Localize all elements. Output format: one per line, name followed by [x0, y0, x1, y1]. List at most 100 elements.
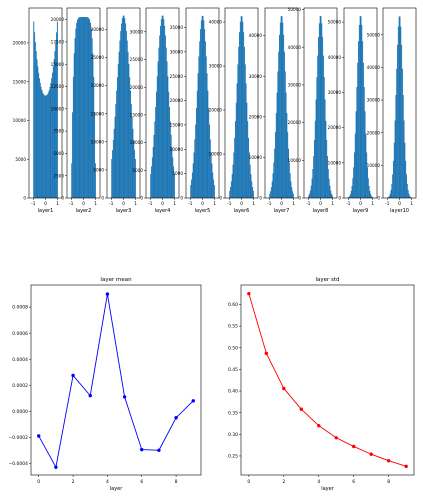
y-tick-label: 10000 — [91, 139, 105, 144]
data-point — [299, 407, 303, 411]
x-tick-label: -1 — [69, 201, 74, 207]
histogram-bar — [370, 194, 372, 198]
histogram-bar — [280, 16, 282, 198]
histogram-bar — [320, 16, 322, 199]
histogram-bar — [121, 18, 123, 198]
histogram-bar — [78, 17, 80, 198]
data-point — [334, 436, 338, 440]
histogram-bar — [81, 17, 83, 199]
x-tick-label: -1 — [148, 201, 153, 207]
y-tick-label: 0 — [23, 196, 26, 201]
histogram-bar — [38, 72, 40, 198]
histogram-bar — [269, 193, 271, 198]
histogram-bar — [325, 120, 327, 198]
histogram-bar — [392, 160, 394, 198]
histogram-bar — [83, 17, 85, 199]
data-point — [71, 373, 75, 378]
y-tick-label: 0 — [298, 196, 301, 201]
histogram-bar — [155, 106, 157, 198]
histogram-bar — [43, 95, 45, 198]
histogram-bar — [237, 64, 239, 198]
histogram-bar — [398, 16, 400, 198]
histogram-bar — [52, 72, 53, 198]
histogram-bar — [72, 112, 74, 198]
y-tick-label: 2500 — [53, 173, 64, 178]
histogram-bar — [409, 195, 411, 198]
y-tick-label: 50000 — [367, 32, 381, 37]
histogram-bar — [202, 15, 204, 198]
histogram-bar — [275, 113, 277, 198]
histogram-bar — [281, 16, 283, 198]
histogram-bar — [160, 19, 162, 198]
histogram-bar — [43, 94, 45, 198]
x-tick-label: 0 — [398, 201, 401, 207]
x-tick-label: -1 — [109, 201, 114, 207]
histogram-bar — [363, 87, 365, 198]
histogram-bar — [271, 181, 273, 198]
y-tick-label: 30000 — [367, 98, 381, 103]
histogram-bar — [134, 150, 136, 198]
histogram-bar — [248, 152, 250, 198]
histogram-bar — [401, 68, 403, 198]
histogram-bar — [329, 185, 331, 198]
y-tick-label: 50000 — [288, 7, 302, 12]
histogram-bar — [319, 16, 321, 199]
y-tick-label: 0.40 — [228, 389, 238, 395]
y-tick-label: 0.60 — [228, 302, 238, 308]
histogram-xlabel: layer9 — [353, 208, 369, 214]
histogram-bar — [170, 134, 172, 198]
histogram-bar — [46, 95, 48, 198]
histogram-panel-2: 02500500075001000012500150001750020000-1… — [51, 7, 101, 214]
histogram-bar — [358, 24, 360, 199]
histogram-bar — [286, 113, 288, 198]
y-tick-label: 10000 — [130, 140, 144, 145]
x-tick-label: -1 — [385, 201, 390, 207]
data-point — [191, 399, 195, 403]
histogram-bar — [90, 22, 91, 198]
histogram-bar — [395, 95, 397, 198]
histogram-bar — [39, 82, 41, 198]
histogram-bar — [406, 174, 407, 198]
histogram-bar — [371, 195, 373, 198]
histogram-bar — [246, 102, 248, 198]
histogram-bar — [352, 178, 354, 198]
histogram-bar — [159, 35, 161, 198]
y-tick-label: 0.0006 — [12, 331, 28, 337]
histogram-bar — [54, 51, 56, 198]
histogram-bar — [350, 191, 352, 198]
x-tick-label: 0 — [319, 201, 322, 207]
histogram-bar — [210, 152, 212, 198]
histogram-bar — [166, 61, 168, 199]
data-point — [369, 452, 373, 456]
histogram-bar — [191, 179, 193, 198]
histogram-bar — [73, 53, 75, 199]
histogram-bar — [276, 92, 278, 198]
histogram-bar — [152, 146, 154, 198]
histogram-bar — [328, 178, 330, 198]
histogram-bar — [235, 102, 237, 198]
histogram-bar — [34, 42, 36, 199]
histogram-bar — [314, 120, 316, 198]
histogram-bar — [130, 90, 131, 198]
y-tick-label: −0.0002 — [8, 435, 28, 441]
histogram-bar — [394, 120, 396, 198]
histogram-bar — [169, 106, 170, 198]
histogram-bar — [125, 31, 127, 199]
histogram-bar — [324, 99, 326, 198]
histogram-bar — [361, 24, 363, 199]
histogram-bar — [132, 128, 134, 198]
y-tick-label: 0.35 — [228, 410, 238, 416]
y-tick-label: 20000 — [288, 120, 302, 125]
data-point — [264, 351, 269, 356]
histogram-bar — [367, 167, 368, 198]
data-point — [404, 464, 408, 469]
histogram-bar — [112, 140, 114, 198]
data-point — [352, 444, 356, 449]
histogram-bar — [243, 32, 245, 199]
histogram-bar — [230, 186, 232, 198]
y-tick-label: 20000 — [328, 125, 342, 130]
histogram-bar — [240, 16, 242, 199]
histogram-bar — [292, 191, 294, 198]
